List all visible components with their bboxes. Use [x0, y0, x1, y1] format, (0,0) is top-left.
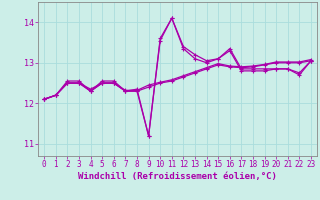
X-axis label: Windchill (Refroidissement éolien,°C): Windchill (Refroidissement éolien,°C)	[78, 172, 277, 181]
